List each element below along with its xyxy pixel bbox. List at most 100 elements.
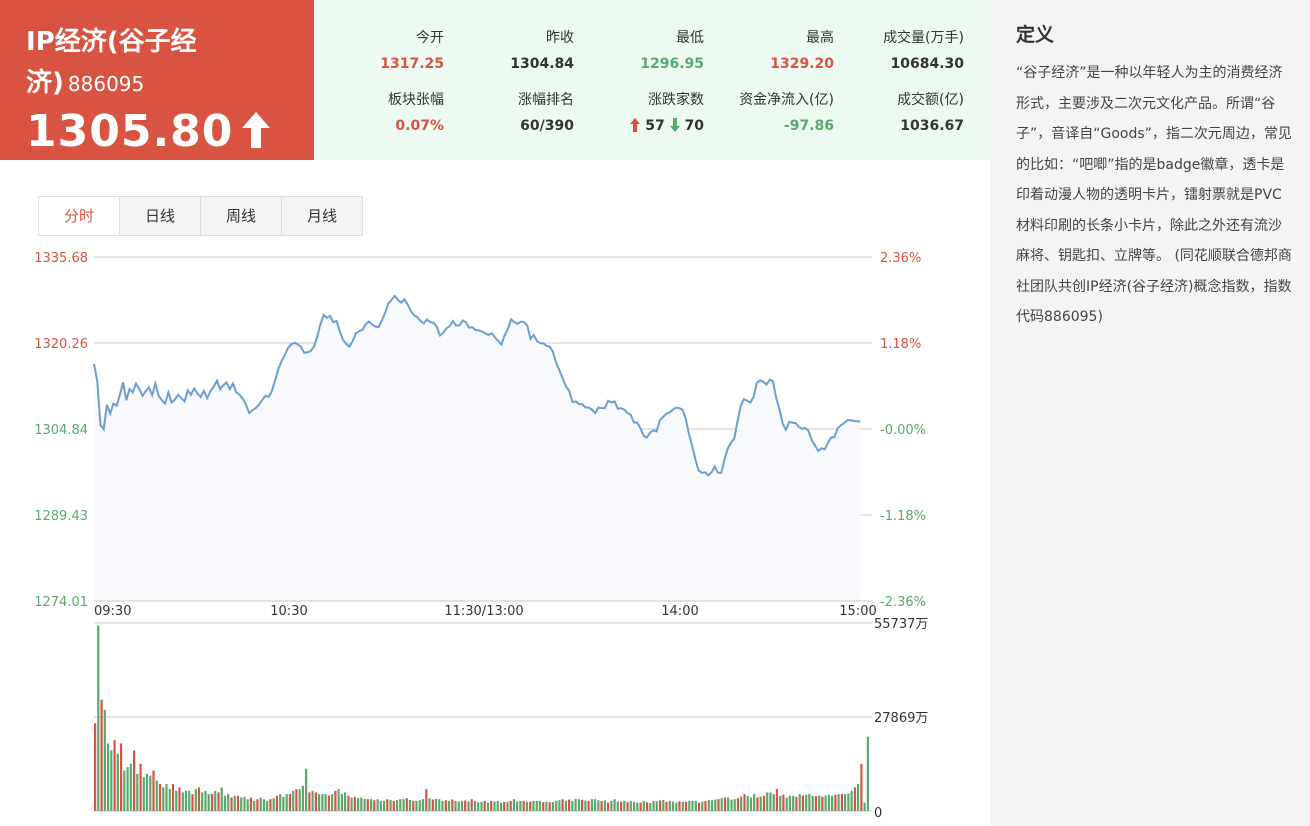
volume-bar	[434, 798, 438, 811]
volume-bar	[347, 795, 350, 811]
volume-bar	[473, 800, 477, 811]
price-tick-label: 1274.01	[34, 595, 88, 610]
volume-bar	[483, 800, 486, 811]
volume-bar	[412, 800, 415, 811]
volume-bar	[337, 789, 340, 811]
volume-bar	[655, 801, 658, 811]
tab-weekly[interactable]: 周线	[200, 197, 281, 235]
volume-bar	[256, 799, 259, 811]
stat-label: 昨收	[546, 30, 574, 46]
volume-bar	[623, 800, 626, 811]
volume-bar	[772, 794, 775, 811]
volume-bar	[223, 795, 227, 811]
volume-bar	[704, 800, 707, 811]
volume-bar	[840, 794, 843, 811]
volume-bar	[441, 800, 444, 811]
volume-bar	[360, 797, 363, 811]
percent-tick-label: -1.18%	[880, 509, 926, 524]
volume-bar	[594, 799, 597, 811]
stat-label: 最高	[806, 30, 834, 46]
volume-bar	[158, 784, 162, 811]
volume-bar	[616, 801, 619, 811]
volume-bar	[808, 794, 811, 811]
stat-value: 0.07%	[395, 118, 444, 134]
tab-intraday[interactable]: 分时	[39, 197, 119, 235]
volume-bar	[197, 787, 201, 811]
volume-bar	[620, 801, 623, 811]
volume-bar	[129, 763, 132, 811]
volume-bar	[535, 800, 538, 811]
volume-bar	[626, 802, 629, 811]
volume-bar	[363, 798, 366, 811]
volume-bar	[522, 800, 525, 811]
volume-bar	[678, 801, 681, 811]
stat-open: 今开 1317.25	[344, 28, 444, 74]
percent-tick-label: 2.36%	[880, 251, 921, 266]
volume-bar	[415, 800, 418, 811]
index-title: IP经济(谷子经济)	[26, 27, 197, 98]
price-tick-label: 1320.26	[34, 337, 88, 352]
stat-advance-decline: 涨跌家数 57 70	[604, 90, 704, 136]
volume-bar	[370, 799, 373, 811]
intraday-chart: 1335.68 2.36% 1320.26 1.18% 1304.84 -0.00% 128…	[34, 251, 928, 821]
volume-bar	[756, 797, 759, 811]
volume-bar	[720, 798, 723, 811]
volume-bar	[551, 801, 554, 811]
volume-bar	[753, 794, 756, 811]
volume-bar	[399, 799, 402, 811]
volume-bar	[350, 797, 353, 811]
price-tick-label: 1335.68	[34, 251, 88, 266]
volume-bar	[548, 802, 551, 811]
stat-prev-close: 昨收 1304.84	[474, 28, 574, 74]
volume-bar	[736, 798, 740, 811]
volume-bar	[493, 801, 496, 811]
volume-bar	[542, 802, 545, 811]
volume-bar	[227, 794, 230, 811]
volume-bar	[668, 800, 671, 811]
volume-tick-label: 27869万	[874, 711, 928, 726]
volume-bar	[191, 794, 194, 811]
volume-bar	[684, 801, 688, 811]
volume-bar	[262, 799, 265, 811]
volume-bar	[243, 796, 246, 811]
volume-bar	[139, 763, 142, 811]
volume-bar	[240, 797, 243, 811]
volume-bar	[314, 792, 317, 811]
volume-bar	[792, 795, 795, 811]
definition-text: “谷子经济”是一种以年轻人为主的消费经济形式，主要涉及二次元文化产品。所谓“谷子…	[1016, 65, 1292, 325]
volume-bar	[188, 790, 191, 811]
tab-daily[interactable]: 日线	[119, 197, 200, 235]
volume-bar	[279, 794, 282, 811]
volume-bar	[506, 801, 509, 811]
tab-monthly[interactable]: 月线	[281, 197, 362, 235]
stat-label: 涨幅排名	[518, 92, 574, 108]
volume-bar	[259, 797, 262, 811]
volume-bar	[477, 802, 480, 811]
volume-bar	[798, 794, 801, 811]
price-tick-label: 1304.84	[34, 423, 88, 438]
time-tick-label: 15:00	[839, 604, 876, 619]
volume-bar	[769, 792, 772, 811]
current-price: 1305.80	[26, 106, 234, 157]
volume-bar	[834, 794, 837, 811]
volume-bar	[519, 800, 522, 811]
volume-bar	[165, 784, 168, 811]
stat-value: 1036.67	[900, 118, 964, 134]
time-tick-label: 14:00	[661, 604, 698, 619]
volume-bar	[282, 796, 285, 811]
volume-bar	[194, 789, 197, 811]
volume-bar	[467, 801, 470, 811]
volume-bar	[503, 801, 506, 811]
volume-bar	[357, 798, 360, 811]
definition-title: 定义	[1016, 24, 1055, 46]
volume-bar	[665, 801, 668, 811]
stat-label: 资金净流入(亿)	[739, 92, 834, 108]
volume-bar	[581, 799, 584, 811]
volume-bar	[590, 799, 593, 811]
volume-bar	[675, 802, 678, 811]
volume-bar	[230, 797, 233, 811]
stat-value: 1317.25	[380, 56, 444, 72]
percent-tick-label: 1.18%	[880, 337, 921, 352]
volume-bar	[824, 795, 827, 811]
stat-change: 板块张幅 0.07%	[344, 90, 444, 136]
